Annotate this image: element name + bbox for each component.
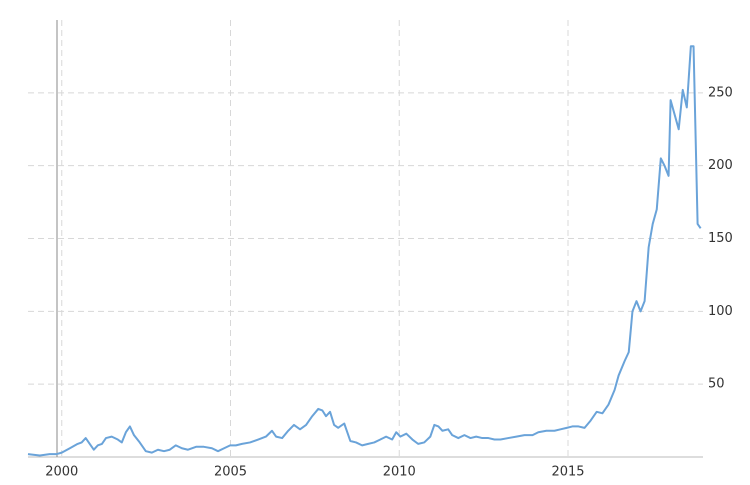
y-tick-label: 150	[708, 231, 733, 246]
y-tick-label: 200	[708, 158, 733, 173]
x-tick-label: 2000	[45, 465, 78, 480]
y-tick-label: 50	[708, 377, 725, 392]
x-tick-label: 2010	[383, 465, 416, 480]
x-tick-label: 2005	[214, 465, 247, 480]
x-tick-label: 2015	[551, 465, 584, 480]
y-tick-label: 100	[708, 304, 733, 319]
data-line	[27, 45, 702, 457]
y-tick-label: 250	[708, 85, 733, 100]
